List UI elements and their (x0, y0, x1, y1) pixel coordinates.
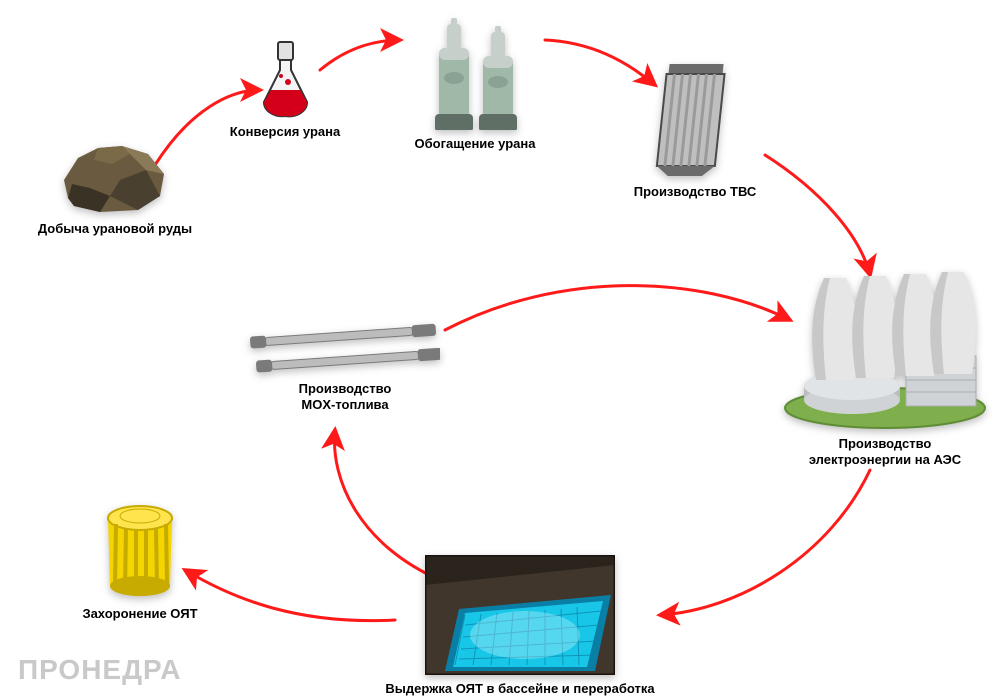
flask-red-icon (258, 40, 313, 118)
node-tvs: Производство ТВС (600, 60, 790, 200)
node-mox-label: Производство MOX-топлива (245, 381, 445, 414)
node-npp-label: Производство электроэнергии на АЭС (770, 436, 1000, 469)
node-mox: Производство MOX-топлива (245, 320, 445, 414)
arrow-mox-to-npp (445, 286, 790, 330)
spent-fuel-pool-icon (425, 555, 615, 675)
node-mining: Добыча урановой руды (30, 140, 200, 237)
arrow-npp-to-pool (660, 470, 870, 615)
node-tvs-label: Производство ТВС (600, 184, 790, 200)
watermark: ПРОНЕДРА (18, 654, 182, 686)
nuclear-plant-icon (780, 260, 990, 430)
node-conversion-label: Конверсия урана (200, 124, 370, 140)
mox-rods-icon (250, 320, 440, 375)
node-mining-label: Добыча урановой руды (30, 221, 200, 237)
node-pool-label: Выдержка ОЯТ в бассейне и переработка (370, 681, 670, 697)
ore-rock-icon (60, 140, 170, 215)
node-burial-label: Захоронение ОЯТ (55, 606, 225, 622)
node-enrichment: Обогащение урана (380, 10, 570, 152)
node-burial: Захоронение ОЯТ (55, 500, 225, 622)
node-enrichment-label: Обогащение урана (380, 136, 570, 152)
node-pool: Выдержка ОЯТ в бассейне и переработка (370, 555, 670, 697)
node-npp: Производство электроэнергии на АЭС (770, 260, 1000, 469)
node-conversion: Конверсия урана (200, 40, 370, 140)
waste-cask-icon (100, 500, 180, 600)
centrifuges-icon (415, 10, 535, 130)
fuel-assembly-icon (648, 60, 743, 178)
